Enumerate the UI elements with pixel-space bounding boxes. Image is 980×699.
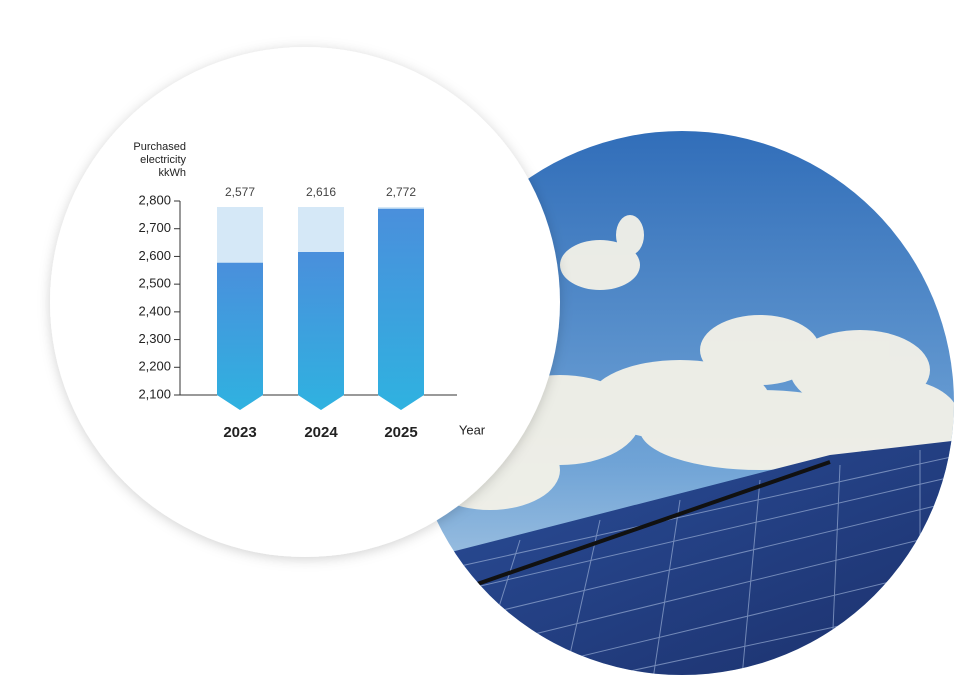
bar <box>378 208 424 410</box>
y-tick-label: 2,600 <box>138 248 171 263</box>
value-label: 2,772 <box>386 185 416 199</box>
x-tick-label: 2023 <box>223 424 256 441</box>
photo <box>410 131 954 675</box>
x-axis-label: Year <box>459 422 486 437</box>
value-label: 2,577 <box>225 185 255 199</box>
value-label: 2,616 <box>306 185 336 199</box>
y-tick-label: 2,400 <box>138 303 171 318</box>
bar <box>298 251 344 410</box>
y-tick-label: 2,200 <box>138 359 171 374</box>
y-tick-label: 2,500 <box>138 276 171 291</box>
y-tick-label: 2,700 <box>138 220 171 235</box>
y-tick-label: 2,100 <box>138 386 171 401</box>
y-axis-label: Purchased electricity kkWh <box>133 141 186 179</box>
y-tick-label: 2,300 <box>138 331 171 346</box>
bar <box>217 262 263 410</box>
x-tick-label: 2025 <box>384 424 417 441</box>
x-tick-label: 2024 <box>304 424 338 441</box>
y-tick-label: 2,800 <box>138 192 171 207</box>
